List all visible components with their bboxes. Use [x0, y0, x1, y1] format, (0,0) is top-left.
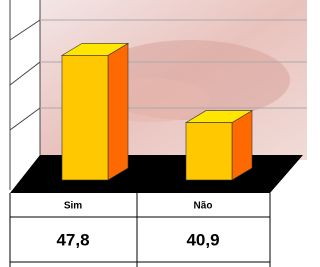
floor — [10, 155, 303, 193]
bar — [186, 111, 252, 180]
value-label: 47,8 — [56, 230, 89, 249]
value-label: 40,9 — [186, 230, 219, 249]
bar-face — [62, 55, 108, 180]
bar-face — [108, 43, 128, 180]
bar — [62, 43, 128, 180]
chart: Sim 47,8 Não 40,9 — [0, 0, 307, 267]
category-label: Não — [194, 201, 213, 212]
category-label: Sim — [64, 201, 82, 212]
table-grid — [10, 193, 270, 267]
bar-face — [186, 123, 232, 180]
